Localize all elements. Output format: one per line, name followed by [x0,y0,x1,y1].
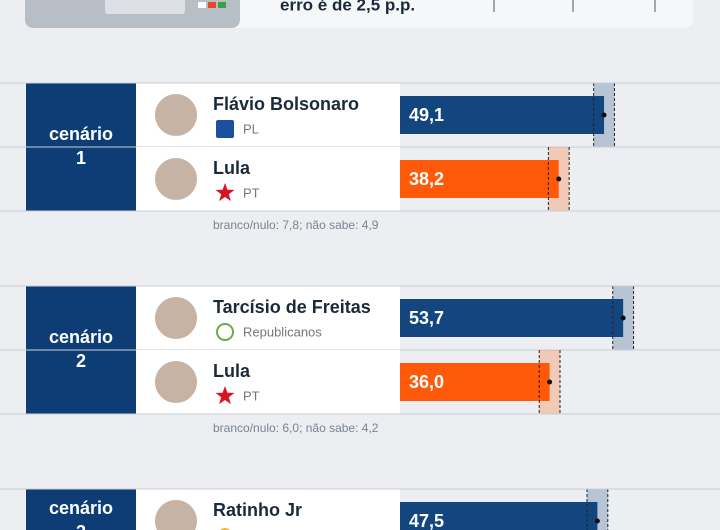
bar [400,299,624,337]
candidate-photo [153,156,199,202]
candidate-photo [153,92,199,138]
scenario-label: cenário [49,124,113,144]
value-label: 47,5 [409,511,444,530]
candidate-name: Ratinho Jr [213,500,302,520]
estimate-dot [601,112,607,118]
ballot-key [208,2,216,8]
candidate-name: Flávio Bolsonaro [213,94,359,114]
scenario-note: branco/nulo: 6,0; não sabe: 4,2 [213,421,379,435]
candidate-name: Lula [213,361,251,381]
scenario-label: cenário [49,498,113,518]
ballot-screen [105,0,185,14]
candidate-name: Lula [213,158,251,178]
bar [400,363,550,401]
scenario-number: 1 [76,148,86,168]
party-name: PL [243,121,259,136]
candidate-name: Tarcísio de Freitas [213,297,371,317]
estimate-dot [547,379,553,385]
scenario-label: cenário [49,327,113,347]
estimate-dot [620,315,626,321]
value-label: 53,7 [409,308,444,328]
bar [400,96,605,134]
ballot-key [218,2,226,8]
scenario-number: 3 [76,522,86,530]
value-label: 38,2 [409,169,444,189]
value-label: 49,1 [409,105,444,125]
party-name: PT [243,388,260,403]
scenario-number: 2 [76,351,86,371]
party-logo [216,120,234,138]
party-name: Republicanos [243,324,322,339]
header-text: erro é de 2,5 p.p. [280,0,415,14]
party-logo [215,183,235,202]
bar [400,160,559,198]
candidate-photo [153,498,199,530]
estimate-dot [594,518,600,524]
party-logo [215,386,235,405]
ballot-key [198,2,206,8]
estimate-dot [556,176,562,182]
party-logo [216,323,234,341]
candidate-photo [153,359,199,405]
candidate-photo [153,295,199,341]
party-name: PSD [243,527,270,530]
party-name: PT [243,185,260,200]
value-label: 36,0 [409,372,444,392]
bar [400,502,598,530]
scenario-note: branco/nulo: 7,8; não sabe: 4,9 [213,218,379,232]
scenario-box [26,489,136,530]
